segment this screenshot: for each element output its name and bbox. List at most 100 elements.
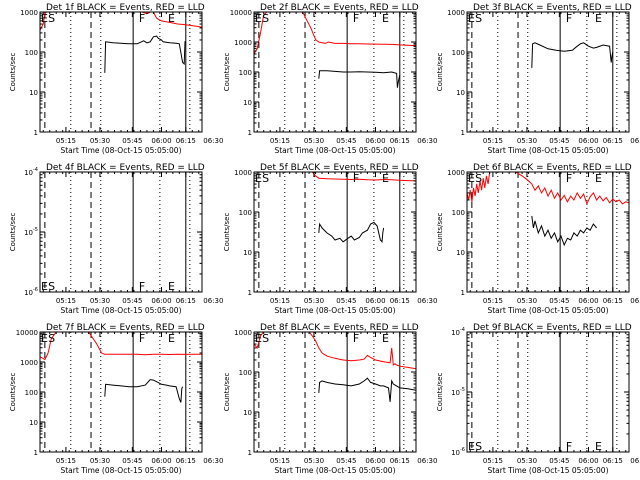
y-tick-label: 1000 [447,169,465,177]
marker-label-f: F [353,172,359,185]
x-axis-label: Start Time (08-Oct-15 05:05:00) [60,306,181,315]
marker-label-f: F [353,12,359,25]
x-tick-label: 05:15 [56,297,76,305]
y-tick-label: 10 [243,99,252,107]
x-tick-label: 06:00 [365,457,385,465]
x-tick-label: 05:15 [270,297,290,305]
y-axis-label: Counts/sec [223,373,231,412]
marker-label-e: E [255,332,262,345]
y-tick-label: 1 [248,289,252,297]
x-tick-label: 05:15 [56,137,76,145]
y-tick-label: 10-5 [451,387,465,397]
y-axis-label: Counts/sec [436,213,444,252]
marker-label-e: E [255,172,262,185]
y-tick-label: 10-4 [451,327,465,337]
y-tick-label: 100 [25,49,38,57]
x-tick-label: 06:00 [151,297,171,305]
y-axis-label: Counts/sec [223,213,231,252]
y-tick-label: 10 [243,249,252,257]
x-tick-label: 06:00 [578,137,598,145]
panel-title: Det 4f BLACK = Events, RED = LLD [46,163,205,173]
marker-label-e: E [468,172,475,185]
events-series-line [104,35,187,73]
marker-label-e: E [468,440,475,453]
marker-label-f: F [566,440,572,453]
y-tick-label: 10-5 [24,227,38,237]
panel-title: Det 6f BLACK = Events, RED = LLD [473,163,632,173]
x-axis-label: Start Time (08-Oct-15 05:05:00) [274,146,395,155]
marker-label-e: E [382,172,389,185]
x-tick-label: 05:45 [336,297,356,305]
events-series-line [318,377,416,402]
x-tick-label: 06:30 [203,297,223,305]
x-tick-label: 05:45 [122,457,142,465]
y-axis-label: Counts/sec [9,373,17,412]
marker-label-e: E [168,280,175,293]
data-series-group [254,332,416,402]
x-axis-label: Start Time (08-Oct-15 05:05:00) [487,306,608,315]
y-axis-label: Counts/sec [223,53,231,92]
y-tick-label: 1000 [447,9,465,17]
y-tick-label: 100 [239,369,252,377]
data-series-group [40,12,202,73]
x-tick-label: 05:45 [122,297,142,305]
marker-label-f: F [566,172,572,185]
x-tick-label: 06:15 [176,457,196,465]
x-tick-label: 06:30 [630,457,640,465]
y-tick-label: 1000 [234,329,252,337]
x-tick-label: 06:30 [417,457,437,465]
x-tick-label: 05:15 [483,297,503,305]
y-tick-label: 10-4 [24,167,38,177]
marker-label-f: F [139,280,145,293]
marker-label-e: E [168,12,175,25]
y-tick-label: 1 [461,129,465,137]
y-tick-label: 10 [243,409,252,417]
x-tick-label: 05:30 [304,457,324,465]
x-tick-label: 06:15 [390,137,410,145]
x-tick-label: 06:30 [630,137,640,145]
y-tick-label: 10 [29,419,38,427]
events-series-line [104,379,184,403]
y-tick-label: 1000 [20,9,38,17]
lld-series-line [254,332,416,370]
events-series-line [318,221,385,243]
x-tick-label: 06:30 [417,137,437,145]
marker-label-s: S [48,332,55,345]
x-tick-label: 05:15 [483,457,503,465]
marker-label-s: S [48,280,55,293]
panel-title: Det 3f BLACK = Events, RED = LLD [473,3,632,13]
y-tick-label: 10-6 [451,447,465,457]
marker-label-s: S [48,12,55,25]
events-series-line [531,42,614,68]
x-tick-label: 06:30 [203,137,223,145]
x-tick-label: 06:15 [390,297,410,305]
y-axis-label: Counts/sec [9,53,17,92]
y-tick-label: 1 [34,129,38,137]
y-tick-label: 1000 [20,359,38,367]
data-series-group [531,42,614,68]
data-series-group [311,172,416,243]
marker-label-e: E [595,12,602,25]
marker-label-e: E [41,12,48,25]
y-tick-label: 100 [452,49,465,57]
x-tick-label: 05:30 [304,137,324,145]
y-tick-label: 1 [248,129,252,137]
x-tick-label: 06:30 [203,457,223,465]
lld-series-line [254,12,416,55]
marker-label-s: S [262,332,269,345]
x-tick-label: 05:30 [517,457,537,465]
y-tick-label: 1000 [234,39,252,47]
panel-title: Det 8f BLACK = Events, RED = LLD [260,323,419,333]
x-tick-label: 06:00 [578,297,598,305]
marker-label-s: S [262,172,269,185]
x-axis-label: Start Time (08-Oct-15 05:05:00) [274,306,395,315]
x-tick-label: 06:00 [578,457,598,465]
lld-series-line [40,12,202,31]
y-tick-label: 10000 [230,9,252,17]
x-tick-label: 06:15 [390,457,410,465]
